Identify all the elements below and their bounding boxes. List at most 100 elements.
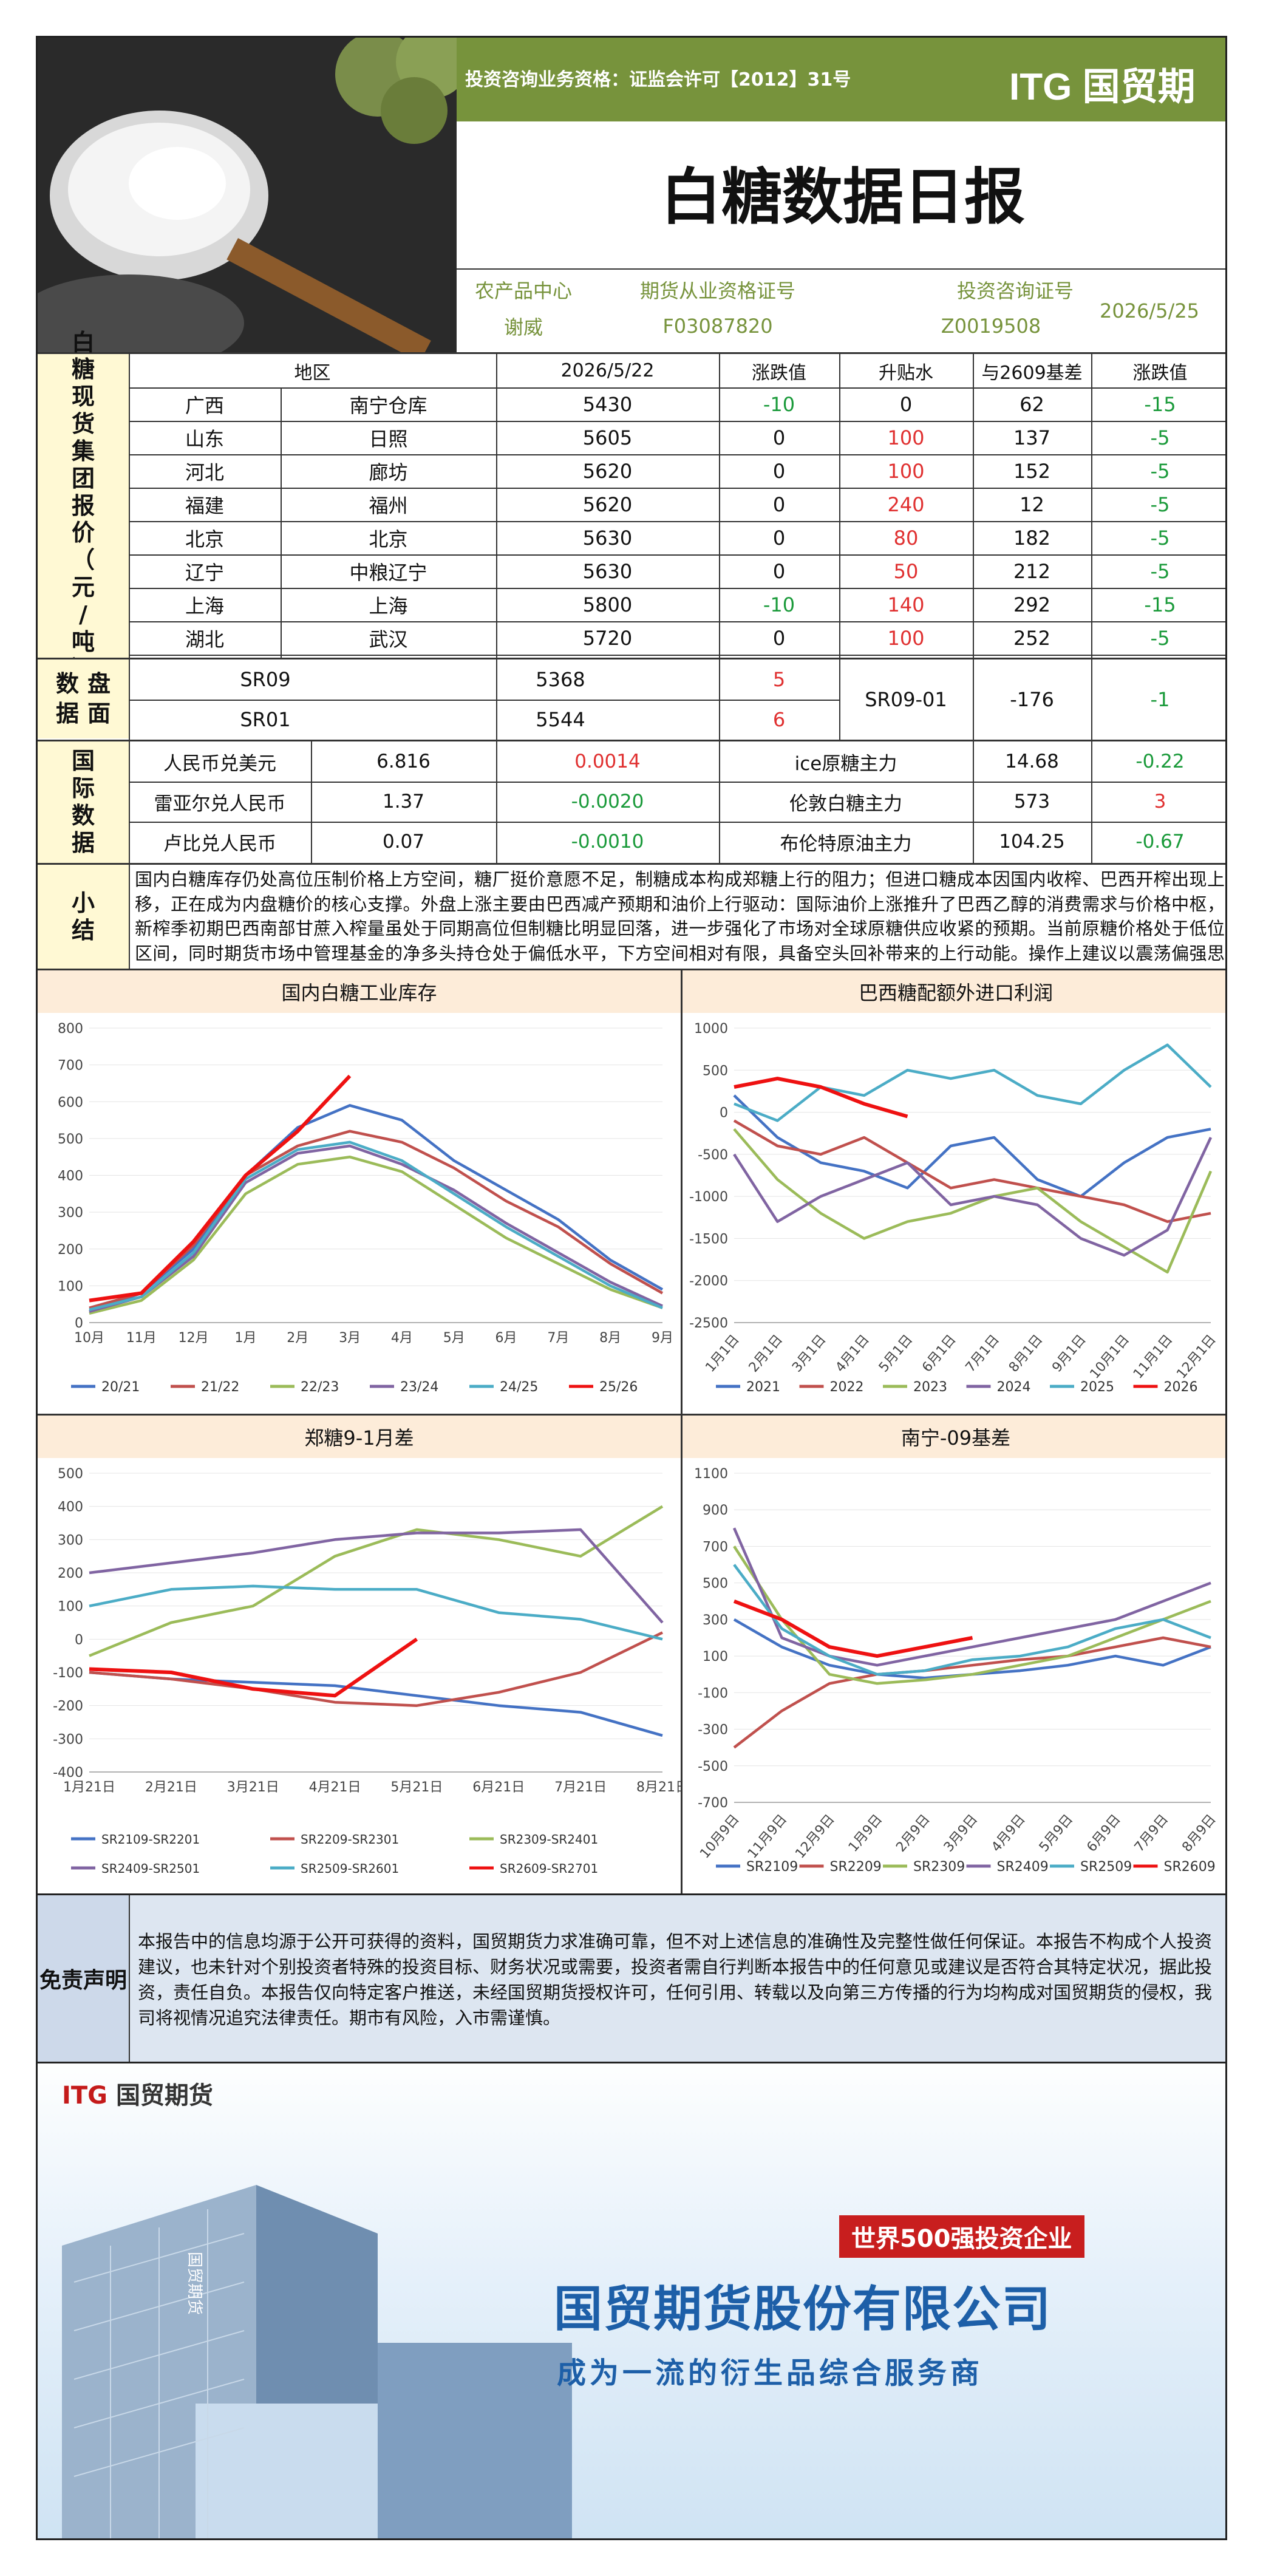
y-tick-label: 200	[58, 1566, 83, 1581]
futures-price: 5368	[536, 668, 585, 691]
spot-change: 0	[772, 426, 786, 449]
brand-logo: ITG 国贸期货	[1009, 66, 1196, 163]
legend-label: SR2509	[1080, 1859, 1132, 1875]
spot-province: 上海	[185, 594, 224, 618]
fortune-500-tag: 世界500强投资企业	[839, 2215, 1084, 2258]
y-tick-label: -200	[53, 1699, 83, 1714]
intl-change-2: 3	[1154, 791, 1166, 813]
y-tick-label: -1500	[689, 1232, 728, 1247]
spot-price: 5630	[582, 559, 633, 583]
y-tick-label: 100	[58, 1279, 83, 1294]
spot-premium: 100	[887, 626, 925, 650]
x-tick-label: 4月9日	[989, 1812, 1028, 1855]
x-tick-label: 4月21日	[309, 1780, 361, 1795]
analyst-name: 谢威	[503, 316, 543, 339]
intl-side-label: 国际数据	[38, 741, 129, 863]
spot-warehouse: 南宁仓库	[349, 394, 427, 417]
legend-label: 2025	[1080, 1380, 1114, 1395]
spot-province: 辽宁	[185, 561, 224, 584]
spot-header-3: 升贴水	[879, 362, 933, 384]
import-profit-chart: -2500 -2000 -1500 -1000 -500 0 500 1000 1月1日 2月1日…	[689, 1021, 1219, 1395]
x-tick-label: 10月9日	[697, 1812, 742, 1862]
legend-label: SR2409	[997, 1859, 1049, 1875]
spot-basis-change: -5	[1150, 459, 1170, 483]
y-tick-label: 900	[703, 1503, 728, 1518]
series-line-SR2509	[733, 1564, 1211, 1676]
legend-label: 25/26	[599, 1380, 638, 1395]
y-tick-label: 300	[703, 1613, 728, 1628]
x-tick-label: 2月9日	[893, 1812, 933, 1855]
y-tick-label: 600	[58, 1095, 83, 1110]
legend-label: 2023	[913, 1380, 947, 1395]
y-tick-label: 100	[58, 1600, 83, 1615]
header-bar: 投资咨询业务资格：证监会许可【2012】31号 ITG 国贸期货	[457, 38, 1225, 163]
tower-illustration: 国贸期货	[62, 2185, 572, 2538]
y-tick-label: 500	[703, 1063, 728, 1078]
spot-basis-change: -5	[1150, 426, 1170, 449]
futures-contract: SR01	[240, 708, 291, 731]
x-tick-label: 7月9日	[1132, 1812, 1171, 1855]
legend-label: SR2409-SR2501	[101, 1861, 200, 1876]
chart-title-spread: 郑糖9-1月差	[38, 1416, 681, 1458]
legend-label: 2026	[1164, 1380, 1198, 1395]
intl-name: 雷亚尔兑人民币	[154, 792, 286, 815]
spot-warehouse: 中粮辽宁	[349, 561, 427, 584]
futures-contract: SR09	[240, 668, 291, 691]
legend-label: SR2209	[830, 1859, 882, 1875]
legend-label: SR2109	[746, 1859, 798, 1875]
y-tick-label: -2000	[689, 1274, 728, 1289]
x-tick-label: 2月21日	[145, 1780, 197, 1795]
spot-premium: 80	[893, 526, 919, 550]
legend-label: 2022	[830, 1380, 864, 1395]
x-tick-label: 3月	[339, 1331, 361, 1346]
x-tick-label: 1月1日	[703, 1332, 742, 1375]
intl-value-2: 573	[1013, 791, 1050, 813]
spot-basis-change: -5	[1150, 492, 1170, 516]
spot-province: 湖北	[185, 627, 224, 651]
spot-header-4: 与2609基差	[981, 362, 1083, 384]
spot-basis: 212	[1013, 559, 1051, 583]
spot-premium: 240	[887, 492, 925, 516]
y-tick-label: -300	[53, 1732, 83, 1747]
x-tick-label: 5月9日	[1037, 1812, 1076, 1855]
spot-province: 河北	[185, 460, 224, 484]
futures-spread: -176	[1010, 688, 1054, 711]
y-tick-label: 0	[75, 1316, 83, 1331]
x-tick-label: 12月	[179, 1331, 209, 1346]
legend-label: SR2209-SR2301	[301, 1832, 399, 1847]
x-tick-label: 6月1日	[919, 1332, 959, 1375]
intl-name: 卢比兑人民币	[163, 833, 276, 855]
spot-premium: 50	[893, 559, 919, 583]
x-tick-label: 5月	[443, 1331, 465, 1346]
y-tick-label: 300	[58, 1205, 83, 1221]
sugar-spoon-photo	[38, 38, 457, 353]
x-tick-label: 6月9日	[1084, 1812, 1123, 1855]
legend-label: 24/25	[500, 1380, 538, 1395]
futures-change: 6	[772, 708, 786, 731]
disclaimer-text: 本报告中的信息均源于公开可获得的资料，国贸期货力求准确可靠，但不对上述信息的准确…	[138, 1931, 1213, 2029]
spot-basis: 12	[1020, 492, 1044, 516]
y-tick-label: 500	[58, 1467, 83, 1482]
spot-change: 0	[772, 626, 786, 650]
futures-change: 5	[772, 668, 786, 691]
tower-sign: 国贸期货	[185, 2252, 203, 2315]
intl-change-2: -0.22	[1135, 751, 1185, 772]
x-tick-label: 8月1日	[1006, 1332, 1046, 1375]
chart-title-inventory: 国内白糖工业库存	[38, 970, 681, 1013]
spot-warehouse: 上海	[369, 594, 408, 618]
x-tick-label: 8月21日	[636, 1780, 681, 1795]
legend-label: 2024	[997, 1380, 1031, 1395]
x-tick-label: 2月	[287, 1331, 308, 1346]
intl-value-2: 14.68	[1005, 751, 1059, 772]
spot-header-5: 涨跌值	[1132, 362, 1188, 384]
spot-basis-change: -5	[1150, 626, 1170, 650]
series-line-2026	[734, 1077, 908, 1119]
series-line-2021	[733, 1094, 1211, 1198]
spot-basis: 152	[1013, 459, 1051, 483]
spot-warehouse: 廊坊	[369, 460, 408, 484]
y-tick-label: 700	[58, 1058, 83, 1074]
spot-warehouse: 福州	[369, 494, 408, 517]
intl-change: 0.0014	[574, 751, 641, 772]
y-tick-label: 500	[703, 1576, 728, 1592]
